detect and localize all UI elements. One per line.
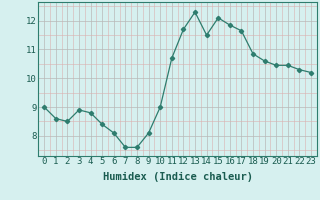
X-axis label: Humidex (Indice chaleur): Humidex (Indice chaleur) bbox=[103, 172, 252, 182]
